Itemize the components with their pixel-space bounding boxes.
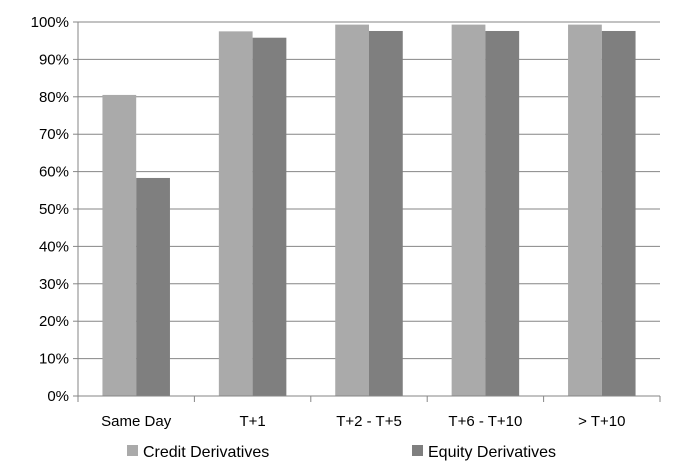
legend: Credit Derivatives Equity Derivatives <box>127 444 556 461</box>
bars <box>102 24 636 397</box>
bar-credit-derivatives <box>568 24 602 396</box>
y-tick-label: 100% <box>31 14 69 31</box>
axes <box>73 21 661 402</box>
bar-credit-derivatives <box>335 24 369 396</box>
y-tick-label: 50% <box>39 201 69 218</box>
bar-credit-derivatives <box>451 24 486 396</box>
bar-credit-derivatives <box>218 31 253 396</box>
legend-label: Equity Derivatives <box>428 444 556 461</box>
y-tick-label: 60% <box>39 164 69 181</box>
y-tick-label: 90% <box>39 51 69 68</box>
legend-swatch <box>127 445 138 456</box>
y-tick-label: 40% <box>39 238 69 255</box>
legend-swatch <box>412 445 423 456</box>
x-tick-label: T+1 <box>239 413 265 430</box>
y-tick-labels: 0% 10% 20% 30% 40% 50% 60% 70% 80% 90% 100% <box>31 14 69 405</box>
x-tick-label: T+6 - T+10 <box>448 413 522 430</box>
x-tick-labels: Same Day T+1 T+2 - T+5 T+6 - T+10 > T+10 <box>101 413 625 430</box>
bar-credit-derivatives <box>102 94 137 397</box>
y-tick-label: 30% <box>39 276 69 293</box>
bar-equity-derivatives <box>252 37 287 396</box>
bar-equity-derivatives <box>369 30 403 396</box>
x-tick-label: Same Day <box>101 413 172 430</box>
y-tick-label: 70% <box>39 126 69 143</box>
y-tick-label: 10% <box>39 351 69 368</box>
legend-label: Credit Derivatives <box>143 444 269 461</box>
y-tick-label: 20% <box>39 313 69 330</box>
y-tick-label: 80% <box>39 89 69 106</box>
x-tick-label: > T+10 <box>578 413 625 430</box>
bar-equity-derivatives <box>136 177 170 396</box>
y-tick-label: 0% <box>47 388 69 405</box>
x-tick-label: T+2 - T+5 <box>336 413 402 430</box>
bar-equity-derivatives <box>601 30 636 396</box>
bar-equity-derivatives <box>485 30 520 396</box>
